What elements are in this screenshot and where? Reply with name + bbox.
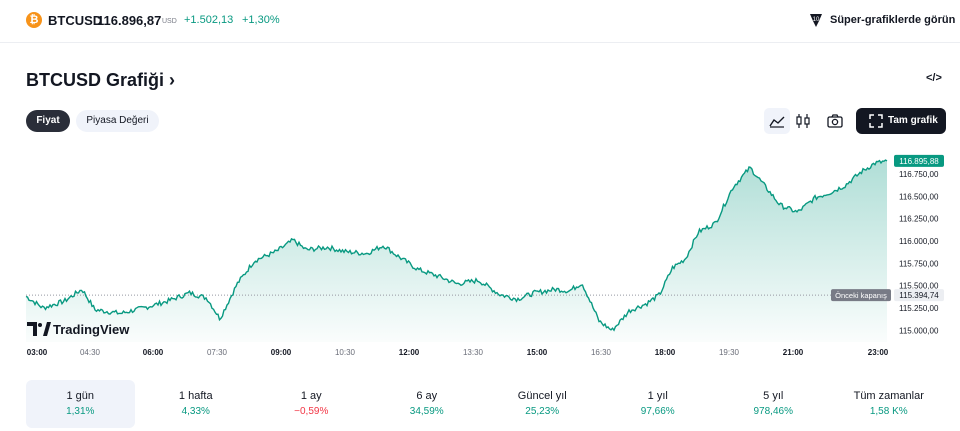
full-chart-label: Tam grafik <box>888 115 938 126</box>
period-4[interactable]: Güncel yıl 25,23% <box>488 380 597 428</box>
y-axis-tick-label: 116.000,00 <box>899 237 939 246</box>
period-change-value: 4,33% <box>181 406 210 417</box>
area-chart-button[interactable] <box>764 108 790 134</box>
price-area-fill <box>26 160 887 342</box>
x-axis-tick-label: 03:00 <box>27 348 48 357</box>
x-axis-tick-label: 12:00 <box>399 348 420 357</box>
period-label: 5 yıl <box>763 390 784 402</box>
x-axis-tick-label: 06:00 <box>143 348 164 357</box>
y-axis-tick-label: 116.500,00 <box>899 192 939 201</box>
period-5[interactable]: 1 yıl 97,66% <box>604 380 713 428</box>
price-change: +1.502,13 <box>184 14 234 26</box>
candlestick-icon <box>796 114 810 128</box>
screenshot-button[interactable] <box>822 108 848 134</box>
y-axis-tick-label: 115.750,00 <box>899 259 939 268</box>
x-axis-tick-label: 21:00 <box>783 348 804 357</box>
period-label: 1 yıl <box>647 390 668 402</box>
period-6[interactable]: 5 yıl 978,46% <box>719 380 828 428</box>
x-axis-tick-label: 18:00 <box>655 348 676 357</box>
chevron-right-icon: › <box>169 70 176 90</box>
tab-market-cap[interactable]: Piyasa Değeri <box>76 110 159 132</box>
y-axis-tick-label: 116.250,00 <box>899 215 939 224</box>
symbol-bar: ₿ BTCUSD 116.896,87 USD +1.502,13 +1,30%… <box>0 0 960 43</box>
tradingview-watermark: TradingView <box>27 322 130 337</box>
candlestick-button[interactable] <box>790 108 816 134</box>
watermark-text: TradingView <box>53 322 130 337</box>
full-chart-button[interactable]: Tam grafik <box>856 108 946 134</box>
y-axis-tick-label: 115.000,00 <box>899 326 939 335</box>
period-change-value: 25,23% <box>525 406 560 417</box>
y-axis-tick-label: 116.750,00 <box>899 170 939 179</box>
previous-close-value-badge <box>894 289 944 302</box>
price-series-line[interactable] <box>25 159 888 332</box>
period-7[interactable]: Tüm zamanlar 1,58 K% <box>835 380 944 428</box>
x-axis-tick-label: 16:30 <box>591 348 612 357</box>
x-axis-tick-label: 13:30 <box>463 348 484 357</box>
x-axis-tick-label: 07:30 <box>207 348 228 357</box>
period-change-value: 97,66% <box>640 406 675 417</box>
period-label: 1 ay <box>300 390 322 402</box>
performance-periods: 1 gün 1,31% 1 hafta 4,33% 1 ay −0,59% 6 ay 34,5… <box>26 380 950 428</box>
page-title-text: BTCUSD Grafiği <box>26 70 165 90</box>
period-change-value: 34,59% <box>409 406 444 417</box>
last-price: 116.896,87 <box>97 13 162 28</box>
price-change-percent: +1,30% <box>242 14 280 26</box>
svg-text:10: 10 <box>813 17 820 23</box>
embed-code-icon[interactable]: </> <box>926 72 942 84</box>
period-2[interactable]: 1 ay −0,59% <box>257 380 366 428</box>
x-axis-tick-label: 04:30 <box>80 348 101 357</box>
symbol-name[interactable]: BTCUSD <box>48 13 103 28</box>
period-0[interactable]: 1 gün 1,31% <box>26 380 135 428</box>
bitcoin-icon: ₿ <box>26 12 42 28</box>
y-axis-tick-label: 115.500,00 <box>899 282 939 291</box>
tradingview-logo-icon <box>27 322 51 336</box>
previous-close-value: 115.394,74 <box>899 291 939 300</box>
period-label: Güncel yıl <box>517 390 567 402</box>
period-3[interactable]: 6 ay 34,59% <box>373 380 482 428</box>
period-change-value: −0,59% <box>294 406 329 417</box>
period-change-value: 1,58 K% <box>869 406 908 417</box>
period-1[interactable]: 1 hafta 4,33% <box>142 380 251 428</box>
tab-price[interactable]: Fiyat <box>26 110 70 132</box>
price-chart[interactable]: 116.750,00 116.500,00 116.250,00 116.000,00… <box>0 140 960 365</box>
page-title[interactable]: BTCUSD Grafiği › <box>26 70 175 91</box>
currency-label: USD <box>162 18 177 25</box>
camera-icon <box>827 114 843 128</box>
period-change-value: 1,31% <box>66 406 95 417</box>
last-price-badge-label: 116.895,88 <box>899 157 939 166</box>
y-axis-tick-label: 115.250,00 <box>899 304 939 313</box>
period-change-value: 978,46% <box>753 406 793 417</box>
previous-close-label: Önceki kapanış <box>835 291 887 300</box>
super-charts-link[interactable]: Süper-grafiklerde görün <box>830 14 956 26</box>
last-price-badge <box>894 154 944 167</box>
x-axis-tick-label: 15:00 <box>527 348 548 357</box>
period-label: 1 hafta <box>178 390 213 402</box>
x-axis-tick-label: 10:30 <box>335 348 356 357</box>
previous-close-badge <box>831 289 891 302</box>
area-chart-icon <box>769 116 785 128</box>
x-axis-tick-label: 19:30 <box>719 348 740 357</box>
fullscreen-icon <box>869 114 883 128</box>
period-label: 1 gün <box>66 390 95 402</box>
period-label: 6 ay <box>416 390 438 402</box>
super-charts-icon[interactable]: 10 <box>808 12 824 28</box>
x-axis-tick-label: 23:00 <box>868 348 889 357</box>
x-axis-tick-label: 09:00 <box>271 348 292 357</box>
period-label: Tüm zamanlar <box>853 390 924 402</box>
